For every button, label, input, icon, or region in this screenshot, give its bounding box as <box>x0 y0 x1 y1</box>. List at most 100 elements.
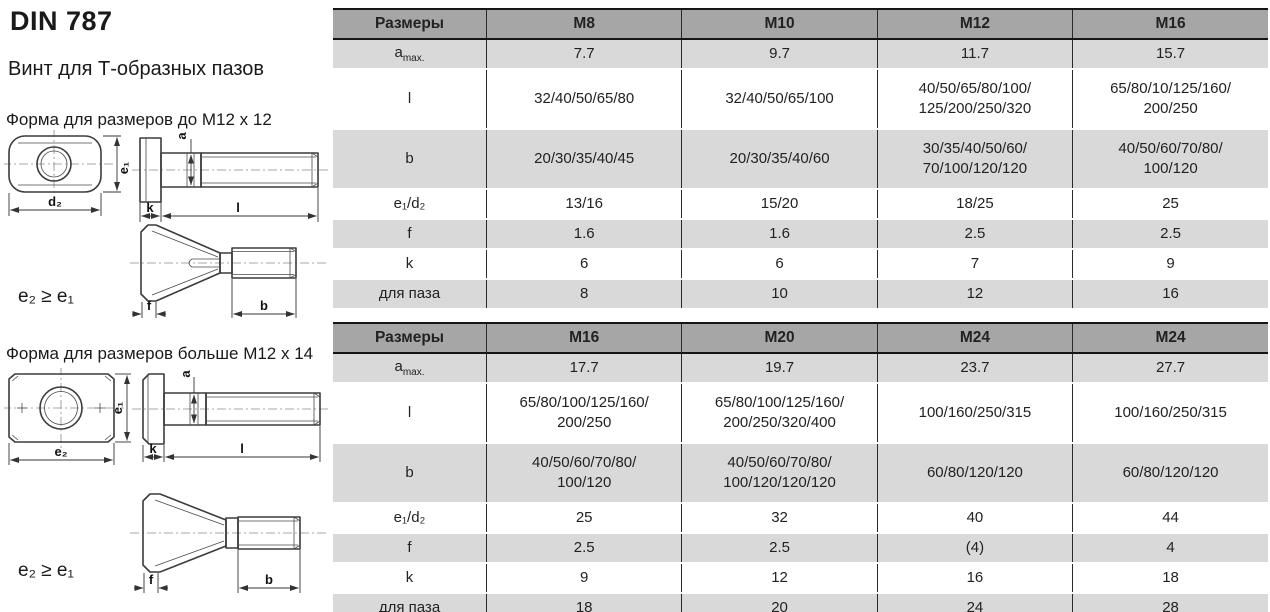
hole-chamfer-circle <box>40 150 68 178</box>
value-cell: 44 <box>1072 503 1268 534</box>
head-outline <box>8 373 115 443</box>
dim-label-e1: e₁ <box>110 402 125 415</box>
row-label: amax. <box>333 353 487 384</box>
drawing-thead-front-form2: e₁ e₂ <box>4 368 131 465</box>
value-cell: 2.5 <box>1072 219 1268 250</box>
row-label: f <box>333 219 487 250</box>
value-cell: 15.7 <box>1072 39 1268 70</box>
header-cell-size: M24 <box>876 322 1073 354</box>
value-cell: 6 <box>681 249 878 280</box>
header-row: Размеры M8 M10 M12 M16 <box>333 8 1268 40</box>
dimensions-table-2: Размеры M16 M20 M24 M24 amax. 17.7 19.7 23.7 27.7… <box>333 322 1268 612</box>
drawing-cone-head-form2: f b <box>130 493 328 593</box>
corner-chamfers <box>11 375 112 441</box>
value-cell: 10 <box>681 279 878 310</box>
table-row: e₁/d₂ 25 32 40 44 <box>333 503 1268 534</box>
table-row: amax. 17.7 19.7 23.7 27.7 <box>333 353 1268 384</box>
table-row: b 20/30/35/40/45 20/30/35/40/60 30/35/40/50… <box>333 129 1268 190</box>
row-label: b <box>333 443 487 504</box>
value-cell: 2.5 <box>876 219 1073 250</box>
hole-circle <box>36 146 72 182</box>
value-cell: 32 <box>681 503 878 534</box>
value-cell: 18 <box>1072 563 1268 594</box>
table-row: l 65/80/100/125/160/ 200/250 65/80/100/125… <box>333 383 1268 444</box>
dim-label-f: f <box>149 572 154 587</box>
row-label: e₁/d₂ <box>333 503 487 534</box>
header-cell-dimensions: Размеры <box>333 8 487 40</box>
table-row: для паза 18 20 24 28 <box>333 593 1268 612</box>
value-cell: 2.5 <box>681 533 878 564</box>
drawing-thead-front-form1: e₁ d₂ <box>4 130 131 216</box>
value-cell: 1.6 <box>485 219 682 250</box>
value-cell: 15/20 <box>681 189 878 220</box>
value-cell: 65/80/10/125/160/ 200/250 <box>1072 69 1268 130</box>
value-cell: 18 <box>485 593 682 612</box>
value-cell: 8 <box>485 279 682 310</box>
value-cell: 19.7 <box>681 353 878 384</box>
value-cell: 20 <box>681 593 878 612</box>
value-cell: 32/40/50/65/80 <box>485 69 682 130</box>
side-center-marks <box>17 403 105 413</box>
dim-label-a: a <box>174 132 189 140</box>
header-cell-size: M16 <box>1072 8 1268 40</box>
header-cell-size: M16 <box>485 322 682 354</box>
value-cell: 1.6 <box>681 219 878 250</box>
table-row: f 2.5 2.5 (4) 4 <box>333 533 1268 564</box>
value-cell: 30/35/40/50/60/ 70/100/120/120 <box>876 129 1073 190</box>
row-label: f <box>333 533 487 564</box>
table-row: b 40/50/60/70/80/ 100/120 40/50/60/70/80/ … <box>333 443 1268 504</box>
dim-label-k: k <box>149 441 157 456</box>
value-cell: 27.7 <box>1072 353 1268 384</box>
cone-outline <box>140 224 221 302</box>
value-cell: 20/30/35/40/45 <box>485 129 682 190</box>
header-cell-size: M12 <box>876 8 1073 40</box>
table-row: k 9 12 16 18 <box>333 563 1268 594</box>
hole-circle <box>39 386 83 430</box>
dimensions-table-1-wrap: Размеры M8 M10 M12 M16 amax. 7.7 9.7 11.7 15.7 l 32… <box>333 8 1268 310</box>
value-cell: 12 <box>681 563 878 594</box>
value-cell: 20/30/35/40/60 <box>681 129 878 190</box>
cone-outline <box>142 493 227 573</box>
header-cell-dimensions: Размеры <box>333 322 487 354</box>
value-cell: 18/25 <box>876 189 1073 220</box>
dim-label-b: b <box>265 572 273 587</box>
table-row: l 32/40/50/65/80 32/40/50/65/100 40/50/65/8… <box>333 69 1268 130</box>
row-label: e₁/d₂ <box>333 189 487 220</box>
value-cell: 28 <box>1072 593 1268 612</box>
table-row: e₁/d₂ 13/16 15/20 18/25 25 <box>333 189 1268 220</box>
page-title: DIN 787 <box>10 6 113 36</box>
dim-label-l: l <box>240 441 244 456</box>
value-cell: 40/50/60/70/80/ 100/120/120/120 <box>681 443 878 504</box>
header-cell-size: M10 <box>681 8 878 40</box>
value-cell: 32/40/50/65/100 <box>681 69 878 130</box>
value-cell: 25 <box>1072 189 1268 220</box>
value-cell: (4) <box>876 533 1073 564</box>
value-cell: 7 <box>876 249 1073 280</box>
value-cell: 2.5 <box>485 533 682 564</box>
drawing-bolt-side-form1: a k l <box>132 132 330 222</box>
row-label: l <box>333 383 487 444</box>
value-cell: 25 <box>485 503 682 534</box>
head-profile <box>142 373 165 445</box>
header-cell-size: M24 <box>1072 322 1268 354</box>
note-e2-ge-e1-top: e₂ ≥ e₁ <box>18 286 74 307</box>
shank <box>231 247 297 279</box>
shank <box>205 392 321 426</box>
value-cell: 9 <box>485 563 682 594</box>
shank <box>200 152 319 188</box>
row-label: для паза <box>333 593 487 612</box>
section1-label: Форма для размеров до M12 x 12 <box>6 110 272 129</box>
slot <box>188 258 220 268</box>
value-cell: 100/160/250/315 <box>876 383 1073 444</box>
value-cell: 24 <box>876 593 1073 612</box>
value-cell: 40/50/65/80/100/ 125/200/250/320 <box>876 69 1073 130</box>
page-subtitle: Винт для Т-образных пазов <box>8 58 265 80</box>
value-cell: 65/80/100/125/160/ 200/250 <box>485 383 682 444</box>
dim-label-d2: d₂ <box>48 194 62 209</box>
value-cell: 16 <box>876 563 1073 594</box>
row-label: k <box>333 249 487 280</box>
dim-label-l: l <box>236 200 240 215</box>
dim-label-a: a <box>178 370 193 378</box>
